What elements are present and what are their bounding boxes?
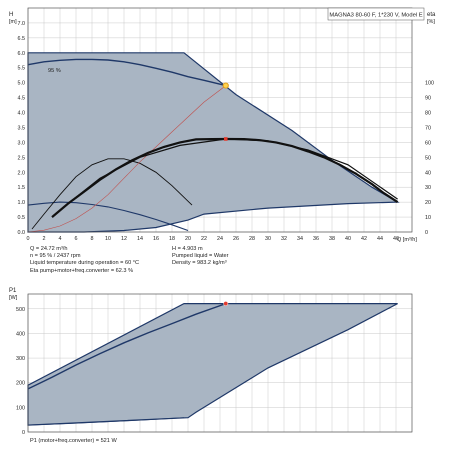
flow-readout: Q = 24.72 m³/h (30, 246, 68, 252)
x-tick-label: 4 (59, 236, 62, 242)
y2-tick-label: 30 (425, 185, 431, 191)
y-tick-label: 5.0 (18, 81, 26, 87)
x-tick-label: 38 (329, 236, 335, 242)
x-tick-label: 44 (377, 236, 383, 242)
power-tick-label: 200 (16, 381, 25, 387)
x-tick-label: 36 (313, 236, 319, 242)
head-efficiency-chart: 0 2 4 6 8 10 12 14 16 18 20 22 24 26 28 30 32 34 36 38 40 42 4… (9, 7, 436, 243)
y2-tick-label: 60 (425, 140, 431, 146)
power-tick-label: 400 (16, 331, 25, 337)
head-curve-3 (27, 85, 226, 233)
x-tick-label: 0 (27, 236, 30, 242)
y-tick-label: 4.5 (18, 96, 26, 102)
head-curve-2 (31, 158, 193, 230)
power-tick-label: 300 (16, 356, 25, 362)
y-tick-label: 0.5 (18, 215, 26, 221)
x-tick-label: 14 (137, 236, 143, 242)
info-block-left: Q = 24.72 m³/h n = 95 % / 2437 rpm Liqui… (30, 246, 139, 275)
y-tick-label: 7.0 (18, 21, 26, 27)
x-axis-label: Q [m³/h] (397, 237, 417, 243)
x-tick-label: 34 (297, 236, 303, 242)
speed-label: 95 % (48, 68, 61, 74)
y2-tick-label: 100 (425, 81, 434, 87)
x-tick-label: 30 (265, 236, 271, 242)
speed-readout: n = 95 % / 2437 rpm (30, 253, 81, 260)
y2-tick-label: 10 (425, 215, 431, 221)
plot-frame (27, 7, 413, 233)
power-curve-0 (27, 302, 227, 390)
x-tick-label: 2 (43, 236, 46, 242)
x-tick-label: 22 (201, 236, 207, 242)
y-tick-label: 5.5 (18, 66, 26, 72)
power-tick-label: 0 (22, 430, 25, 436)
chart-axes: 0 100 200 300 400 500 (16, 293, 413, 436)
power-chart: 0 100 200 300 400 500 P1 [W] (9, 288, 413, 436)
chart-title: MAGNA3 80-60 F, 1*230 V, Model E (329, 13, 422, 19)
liquid-temp-readout: Liquid temperature during operation = 60… (30, 260, 140, 267)
y2-tick-label: 0 (425, 230, 428, 236)
efficiency-readout: Eta pump+motor+freq.converter = 62.3 % (30, 267, 134, 274)
head-curve-0 (27, 58, 226, 87)
y-tick-label: 3.5 (18, 125, 26, 131)
head-curve-1 (27, 201, 189, 232)
x-tick-label: 28 (249, 236, 255, 242)
x-tick-label: 12 (121, 236, 127, 242)
power-curve-1 (27, 417, 185, 426)
y-tick-label: 3.0 (18, 140, 26, 146)
y-tick-label: 2.0 (18, 170, 26, 176)
head-readout: H = 4.903 m (172, 246, 203, 252)
y-tick-label: 4.0 (18, 111, 26, 117)
x-tick-label: 42 (361, 236, 367, 242)
y-tick-label: 2.5 (18, 155, 26, 161)
power-tick-label: 500 (16, 307, 25, 313)
x-tick-label: 18 (169, 236, 175, 242)
y-tick-label: 6.5 (18, 36, 26, 42)
y2-tick-label: 40 (425, 170, 431, 176)
y-tick-label: 1.0 (18, 200, 26, 206)
y-axis-label: H (9, 12, 13, 18)
x-tick-label: 46 (393, 236, 399, 242)
x-tick-label: 16 (153, 236, 159, 242)
y2-tick-label: 80 (425, 111, 431, 117)
power-axis-unit: [W] (9, 295, 18, 301)
x-tick-label: 32 (281, 236, 287, 242)
x-tick-label: 20 (185, 236, 191, 242)
y2-axis-label: eta (427, 12, 436, 18)
x-tick-label: 26 (233, 236, 239, 242)
x-tick-label: 24 (217, 236, 223, 242)
y2-tick-label: 20 (425, 200, 431, 206)
operating-point-power (223, 301, 229, 307)
y-tick-label: 0.0 (18, 230, 26, 236)
y2-tick-label: 70 (425, 125, 431, 131)
x-tick-label: 8 (91, 236, 94, 242)
y2-axis-unit: [%] (427, 19, 435, 25)
x-tick-label: 6 (75, 236, 78, 242)
chart-axes: 0 2 4 6 8 10 12 14 16 18 20 22 24 26 28 30 32 34 36 38 40 42 4… (18, 7, 434, 242)
pumped-liquid-readout: Pumped liquid = Water (172, 253, 229, 260)
density-readout: Density = 983.2 kg/m³ (172, 260, 227, 267)
x-tick-label: 10 (105, 236, 111, 242)
plot-frame (27, 293, 413, 433)
y-axis-unit: [m] (9, 19, 17, 25)
power-tick-label: 100 (16, 405, 25, 411)
operating-point-head (222, 82, 229, 89)
power-readout: P1 (motor+freq.converter) = 521 W (30, 438, 117, 444)
y-tick-label: 1.5 (18, 185, 26, 191)
y2-tick-label: 50 (425, 155, 431, 161)
operating-point-efficiency (223, 137, 228, 141)
chart-title-box (327, 7, 425, 21)
info-block-right: H = 4.903 m Pumped liquid = Water Densit… (172, 246, 229, 268)
y-tick-label: 6.0 (18, 51, 26, 57)
operating-range-area (27, 52, 400, 233)
power-axis-label: P1 (9, 288, 17, 294)
x-tick-label: 40 (345, 236, 351, 242)
y2-tick-label: 90 (425, 96, 431, 102)
